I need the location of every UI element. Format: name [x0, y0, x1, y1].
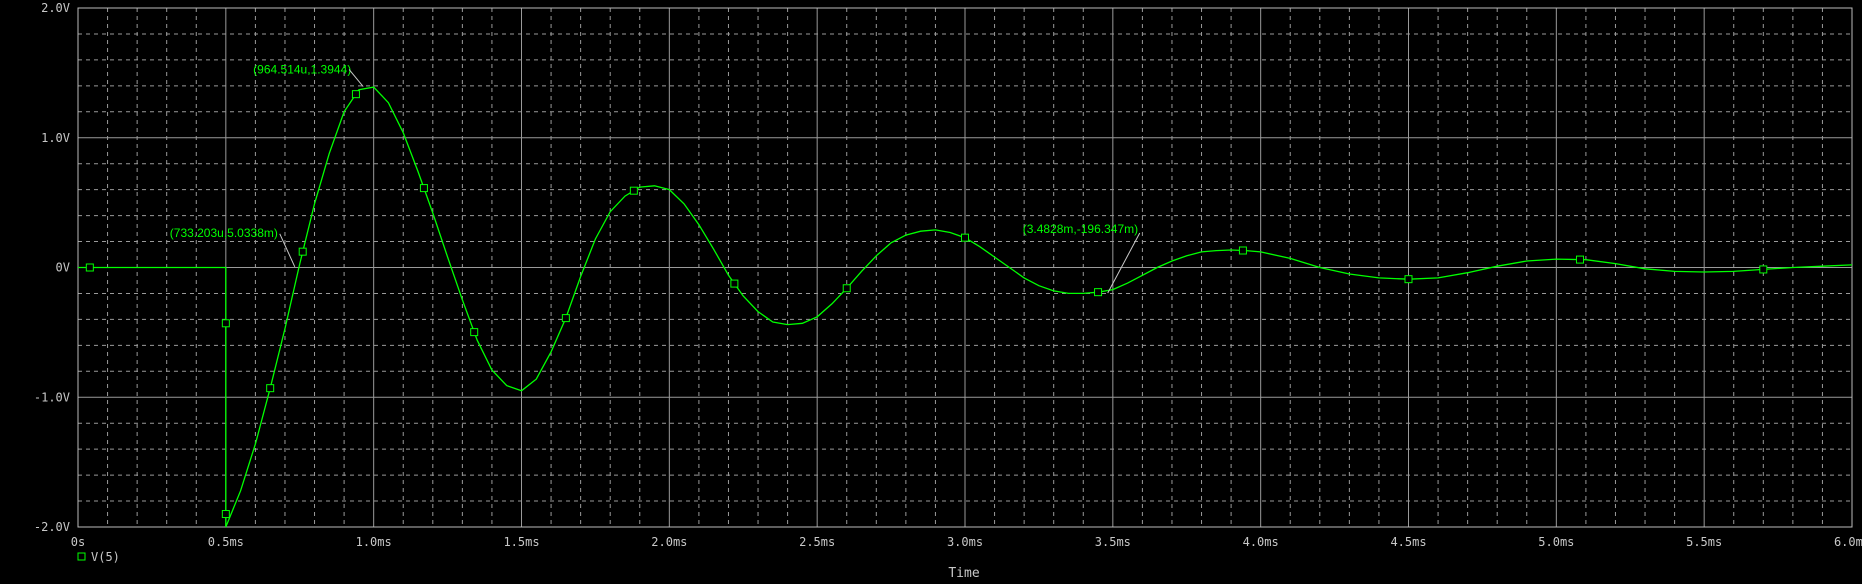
x-tick-label: 3.5ms [1095, 535, 1131, 549]
trace-marker [298, 247, 307, 256]
annotation-label: (3.4828m,-196.347m) [1023, 222, 1138, 236]
legend-marker [77, 552, 86, 561]
x-tick-label: 1.0ms [356, 535, 392, 549]
annotation-label: (733.203u,5.0338m) [170, 226, 278, 240]
x-tick-label: 0.5ms [208, 535, 244, 549]
trace-markers [85, 90, 1768, 519]
trace-marker [1759, 265, 1768, 274]
trace-marker [1575, 255, 1584, 264]
x-axis-ticks: 0s 0.5ms 1.0ms 1.5ms 2.0ms 2.5ms 3.0ms 3.5ms 4.0… [71, 535, 1862, 549]
trace-marker [351, 90, 360, 99]
trace-marker [1404, 275, 1413, 284]
y-tick-label: -2.0V [34, 520, 70, 534]
x-tick-label: 1.5ms [503, 535, 539, 549]
x-tick-label: 5.0ms [1538, 535, 1574, 549]
trace-marker [1094, 288, 1103, 297]
trace-marker [266, 384, 275, 393]
trace-marker [419, 184, 428, 193]
grid [77, 7, 1853, 528]
trace-marker [561, 314, 570, 323]
trace-v5 [78, 86, 1853, 528]
legend[interactable]: V(5) [77, 550, 120, 564]
trace-marker [470, 328, 479, 337]
trace-marker [629, 186, 638, 195]
x-tick-label: 2.0ms [651, 535, 687, 549]
x-tick-label: 2.5ms [799, 535, 835, 549]
x-tick-label: 4.5ms [1390, 535, 1426, 549]
x-tick-label: 6.0ms [1834, 535, 1862, 549]
x-tick-label: 3.0ms [947, 535, 983, 549]
x-tick-label: 5.5ms [1686, 535, 1722, 549]
cursor-annotations: (964.514u,1.3944) (733.203u,5.0338m) (3.48… [170, 63, 1141, 294]
x-axis-title: Time [948, 566, 979, 581]
y-tick-label: -1.0V [34, 390, 70, 404]
annotation-leader [279, 233, 296, 268]
trace-marker [842, 284, 851, 293]
trace-marker [221, 510, 230, 519]
y-tick-label: 1.0V [41, 131, 70, 145]
legend-label-v5: V(5) [91, 550, 120, 564]
trace-marker [221, 319, 230, 328]
y-tick-label: 2.0V [41, 1, 70, 15]
annotation-leader [348, 69, 364, 87]
x-tick-label: 4.0ms [1243, 535, 1279, 549]
trace-marker [961, 233, 969, 242]
annotation-leader [1107, 232, 1141, 294]
trace-marker [1238, 246, 1247, 255]
trace-marker [85, 263, 94, 272]
trace-line-v5 [78, 86, 1853, 528]
x-tick-label: 0s [71, 535, 85, 549]
annotation-label: (964.514u,1.3944) [253, 63, 351, 77]
trace-marker [730, 279, 739, 288]
y-axis-ticks: 2.0V 1.0V 0V -1.0V -2.0V [34, 1, 70, 534]
y-tick-label: 0V [56, 261, 70, 275]
